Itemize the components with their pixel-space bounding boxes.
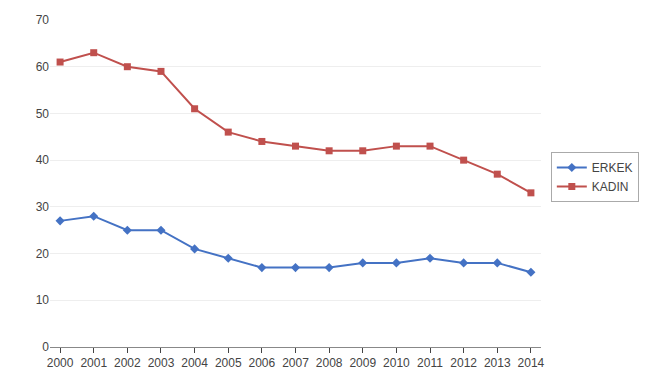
svg-text:70: 70: [36, 13, 50, 27]
svg-text:50: 50: [36, 107, 50, 121]
svg-text:2007: 2007: [282, 356, 309, 370]
svg-text:0: 0: [42, 340, 49, 354]
svg-text:2009: 2009: [349, 356, 376, 370]
svg-text:2011: 2011: [417, 356, 443, 370]
svg-text:2008: 2008: [316, 356, 343, 370]
svg-text:2010: 2010: [383, 356, 410, 370]
svg-text:2006: 2006: [249, 356, 276, 370]
svg-text:2004: 2004: [181, 356, 208, 370]
svg-text:10: 10: [36, 293, 50, 307]
svg-text:2013: 2013: [484, 356, 511, 370]
svg-text:2002: 2002: [114, 356, 141, 370]
svg-text:40: 40: [36, 153, 50, 167]
svg-text:20: 20: [36, 247, 50, 261]
svg-text:2000: 2000: [47, 356, 74, 370]
svg-text:2005: 2005: [215, 356, 242, 370]
svg-text:2014: 2014: [518, 356, 545, 370]
svg-text:30: 30: [36, 200, 50, 214]
svg-text:2001: 2001: [80, 356, 107, 370]
svg-text:ERKEK: ERKEK: [592, 161, 633, 175]
svg-text:2012: 2012: [450, 356, 477, 370]
svg-text:2003: 2003: [148, 356, 175, 370]
svg-text:KADIN: KADIN: [592, 180, 629, 194]
svg-text:60: 60: [36, 60, 50, 74]
